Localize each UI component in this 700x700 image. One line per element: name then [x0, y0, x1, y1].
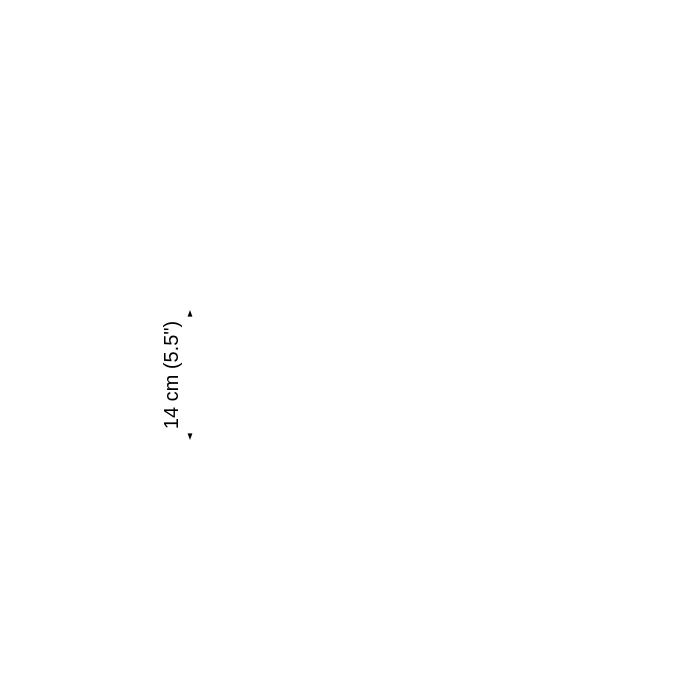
dimension-drawer: 14 cm (5.5"): [161, 321, 183, 429]
